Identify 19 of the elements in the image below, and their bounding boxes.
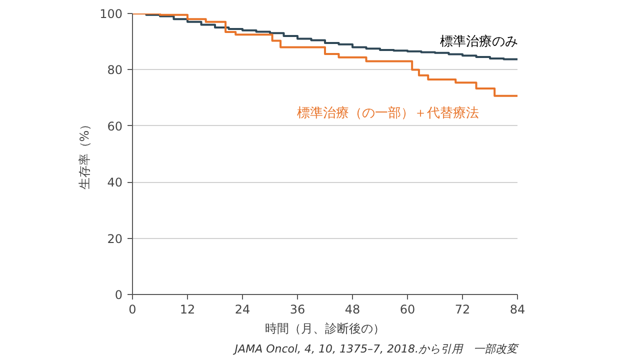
x-tick-label: 0 (128, 302, 136, 316)
series-label: 標準治療（の一部）＋代替療法 (297, 106, 479, 122)
y-tick-label: 60 (107, 119, 123, 134)
y-tick-label: 80 (107, 63, 123, 78)
x-tick-label: 12 (180, 302, 196, 316)
y-tick-label: 100 (100, 7, 122, 21)
series-label: 標準治療のみ (440, 34, 518, 50)
y-tick-label: 20 (107, 232, 123, 246)
x-tick-label: 24 (234, 302, 250, 316)
text: JAMA Oncol, 4, 10, 1375–7, 2018.から引用 一部改変 (232, 342, 520, 356)
y-tick-label: 0 (114, 288, 123, 302)
x-tick-label: 84 (510, 302, 526, 316)
y-tick-label: 40 (107, 176, 123, 190)
x-axis-title: 時間（月、診断後の） (265, 322, 385, 336)
y-axis-title: 生存率（%） (78, 118, 92, 190)
x-tick-label: 36 (290, 302, 306, 316)
x-tick-label: 48 (344, 302, 360, 316)
x-tick-label: 72 (454, 302, 470, 316)
x-tick-label: 60 (400, 302, 416, 316)
